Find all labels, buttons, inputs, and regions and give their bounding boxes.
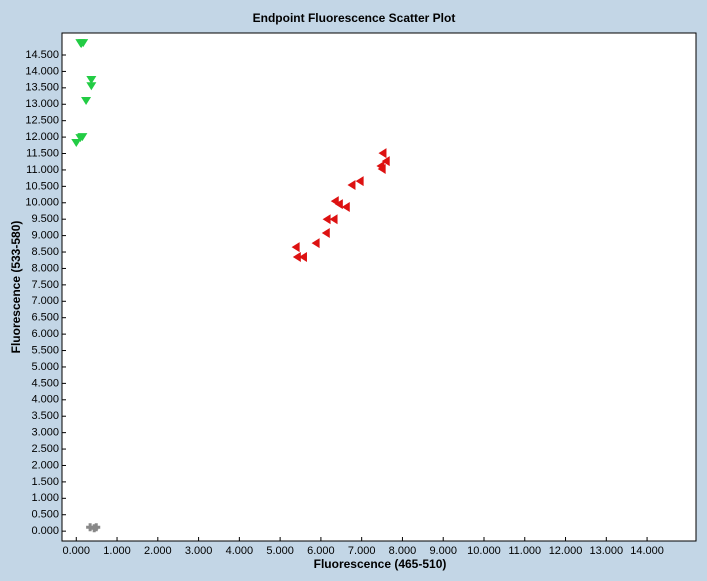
y-tick-label: 14.000	[25, 65, 59, 77]
x-tick-label: 9.000	[429, 545, 457, 557]
point	[321, 227, 330, 238]
y-tick-label: 6.500	[31, 312, 59, 324]
point	[377, 163, 386, 174]
point	[355, 176, 364, 187]
x-tick-label: 11.000	[508, 545, 541, 557]
y-tick-label: 8.500	[31, 246, 59, 258]
point	[75, 134, 86, 143]
x-tick-label: 8.000	[389, 545, 417, 557]
point	[86, 75, 97, 84]
point	[71, 139, 82, 148]
point	[378, 148, 387, 159]
y-tick-label: 10.000	[25, 197, 59, 209]
point	[90, 524, 99, 533]
y-tick-label: 4.500	[31, 377, 59, 389]
y-tick-label: 1.500	[31, 476, 59, 488]
x-tick-label: 0.000	[63, 545, 91, 557]
y-tick-label: 3.500	[31, 410, 59, 422]
point	[341, 202, 350, 213]
y-axis-label: Fluorescence (533-580)	[9, 221, 23, 354]
point	[76, 40, 87, 49]
y-tick-label: 5.000	[31, 361, 59, 373]
y-tick-label: 12.000	[25, 131, 59, 143]
y-tick-label: 5.500	[31, 344, 59, 356]
y-tick-label: 12.500	[25, 115, 59, 127]
y-tick-label: 3.000	[31, 427, 59, 439]
y-tick-label: 11.000	[26, 164, 59, 176]
y-tick-label: 2.500	[31, 443, 59, 455]
point	[292, 251, 301, 262]
y-tick-label: 4.000	[31, 394, 59, 406]
point	[334, 199, 343, 210]
y-tick-label: 9.000	[31, 230, 59, 242]
x-tick-label: 10.000	[467, 545, 501, 557]
y-tick-label: 9.500	[31, 213, 59, 225]
y-tick-label: 7.500	[31, 279, 59, 291]
x-tick-label: 12.000	[549, 545, 583, 557]
y-tick-label: 13.000	[25, 98, 59, 110]
y-tick-label: 2.000	[31, 459, 59, 471]
y-tick-label: 8.000	[31, 262, 59, 274]
x-tick-label: 1.000	[103, 545, 131, 557]
point	[322, 214, 331, 225]
y-tick-label: 7.000	[31, 295, 59, 307]
point	[291, 242, 300, 253]
y-tick-label: 1.000	[31, 492, 59, 504]
point	[329, 214, 338, 225]
x-tick-label: 5.000	[266, 545, 294, 557]
x-tick-label: 14.000	[630, 545, 664, 557]
x-tick-label: 2.000	[144, 545, 172, 557]
point	[311, 238, 320, 249]
point	[86, 523, 95, 532]
y-tick-label: 11.500	[26, 147, 59, 159]
x-axis-label: Fluorescence (465-510)	[314, 557, 447, 571]
y-tick-label: 14.500	[25, 49, 59, 61]
point	[298, 251, 307, 262]
x-tick-label: 6.000	[307, 545, 335, 557]
point	[81, 96, 92, 105]
point	[381, 156, 390, 167]
point	[86, 82, 97, 91]
y-tick-label: 0.500	[31, 509, 59, 521]
x-tick-label: 13.000	[589, 545, 623, 557]
y-tick-label: 6.000	[31, 328, 59, 340]
x-tick-label: 4.000	[226, 545, 254, 557]
y-tick-label: 13.500	[25, 82, 59, 94]
plot-area	[61, 32, 697, 542]
point	[347, 180, 356, 191]
chart-title: Endpoint Fluorescence Scatter Plot	[253, 11, 456, 25]
x-tick-label: 7.000	[348, 545, 376, 557]
y-tick-label: 0.000	[31, 525, 59, 537]
x-tick-label: 3.000	[185, 545, 213, 557]
y-tick-label: 10.500	[25, 180, 59, 192]
